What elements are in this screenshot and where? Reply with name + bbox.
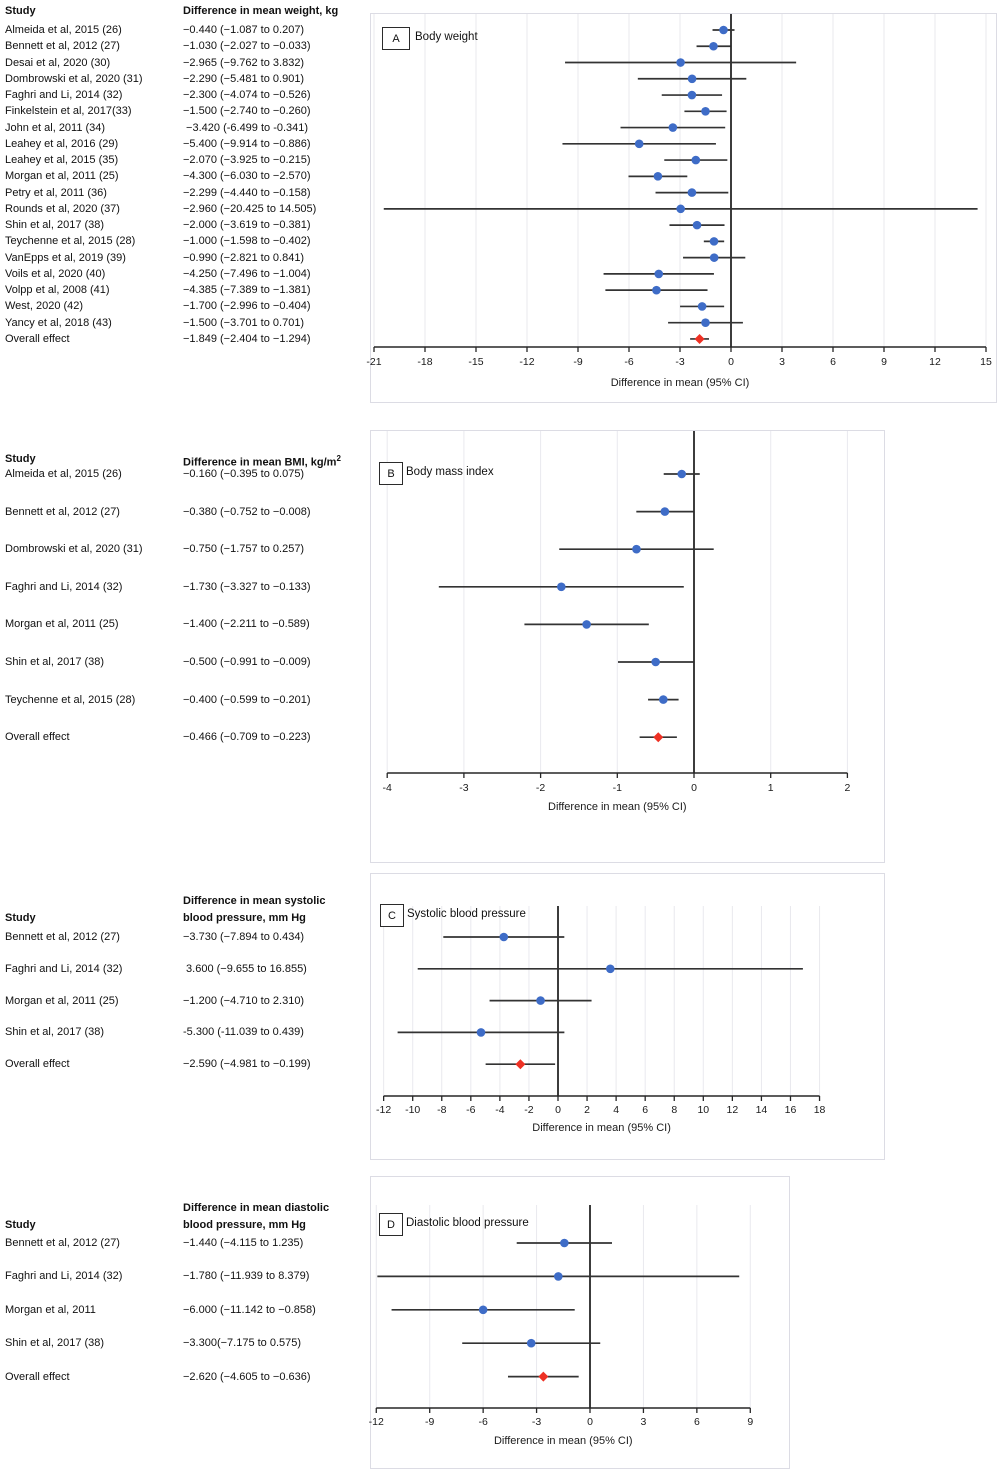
study-name: Shin et al, 2017 (38): [5, 219, 105, 232]
panel-c-title: Systolic blood pressure: [407, 908, 526, 920]
study-name: Faghri and Li, 2014 (32): [5, 962, 123, 975]
effect-estimate-text: −2.299 (−4.440 to −0.158): [183, 186, 311, 199]
study-name: Petry et al, 2011 (36): [5, 186, 107, 199]
panel-d-letter: D: [387, 1218, 395, 1231]
study-name: Shin et al, 2017 (38): [5, 1026, 105, 1039]
effect-estimate-text: −5.400 (−9.914 to −0.886): [183, 137, 311, 150]
effect-estimate-text: −3.420 (-6.499 to -0.341): [183, 121, 309, 134]
effect-estimate-text: −0.466 (−0.709 to −0.223): [183, 731, 311, 744]
study-name: Dombrowski et al, 2020 (31): [5, 543, 143, 556]
effect-estimate-text: −0.440 (−1.087 to 0.207): [183, 24, 305, 36]
study-name: Shin et al, 2017 (38): [5, 656, 105, 668]
study-name: Overall effect: [5, 332, 70, 345]
effect-estimate-text: −3.300(−7.175 to 0.575): [183, 1337, 302, 1350]
study-name: Bennett et al, 2012 (27): [5, 1237, 120, 1249]
panel-c-border: [370, 873, 885, 1160]
study-name: Bennett et al, 2012 (27): [5, 931, 120, 943]
superscript-2: 2: [336, 454, 341, 463]
study-name: Almeida et al, 2015 (26): [5, 468, 122, 480]
study-name: Bennett et al, 2012 (27): [5, 505, 120, 518]
effect-estimate-text: −1.700 (−2.996 to −0.404): [183, 300, 311, 313]
study-name: Morgan et al, 2011: [5, 1303, 96, 1316]
effect-estimate-text: −1.400 (−2.211 to −0.589): [183, 618, 310, 631]
study-name: West, 2020 (42): [5, 300, 84, 313]
panel-b-title: Body mass index: [406, 466, 494, 478]
effect-estimate-text: −2.300 (−4.074 to −0.526): [183, 89, 311, 102]
effect-estimate-text: −2.590 (−4.981 to −0.199): [183, 1058, 311, 1071]
study-name: Morgan et al, 2011 (25): [5, 994, 119, 1007]
study-name: Morgan et al, 2011 (25): [5, 618, 119, 631]
study-name: Leahey et al, 2015 (35): [5, 154, 119, 167]
effect-estimate-text: −1.030 (−2.027 to −0.033): [183, 40, 311, 53]
study-name: Shin et al, 2017 (38): [5, 1337, 105, 1350]
effect-estimate-text: −1.849 (−2.404 to −1.294): [183, 332, 311, 345]
effect-estimate-text: −1.440 (−4.115 to 1.235): [183, 1237, 304, 1249]
effect-estimate-text: −1.500 (−3.701 to 0.701): [183, 316, 305, 329]
effect-estimate-text: −2.960 (−20.425 to 14.505): [183, 202, 317, 215]
study-name: Rounds et al, 2020 (37): [5, 202, 120, 215]
study-name: Desai et al, 2020 (30): [5, 56, 111, 69]
panel-b-letter-box: B: [379, 462, 403, 485]
study-name: Overall effect: [5, 1058, 70, 1071]
panel-d-letter-box: D: [379, 1213, 403, 1236]
panel-c-letter-box: C: [380, 904, 404, 927]
study-name: Voils et al, 2020 (40): [5, 267, 106, 280]
study-name: Faghri and Li, 2014 (32): [5, 580, 123, 593]
panel-c-letter: C: [388, 909, 396, 922]
panel-b-letter: B: [387, 467, 395, 480]
effect-estimate-text: −1.730 (−3.327 to −0.133): [183, 580, 311, 593]
study-name: Overall effect: [5, 731, 70, 744]
effect-estimate-text: 3.600 (−9.655 to 16.855): [183, 962, 307, 975]
study-name: Finkelstein et al, 2017(33): [5, 105, 132, 118]
effect-estimate-text: −4.385 (−7.389 to −1.381): [183, 284, 311, 297]
effect-estimate-text: −2.620 (−4.605 to −0.636): [183, 1370, 311, 1383]
panel-d-title: Diastolic blood pressure: [406, 1217, 529, 1229]
effect-estimate-text: −3.730 (−7.894 to 0.434): [183, 931, 305, 943]
effect-estimate-text: −2.290 (−5.481 to 0.901): [183, 72, 305, 85]
study-name: Overall effect: [5, 1370, 70, 1383]
study-name: Faghri and Li, 2014 (32): [5, 1270, 123, 1283]
effect-estimate-text: −0.750 (−1.757 to 0.257): [183, 543, 305, 556]
effect-estimate-text: −2.000 (−3.619 to −0.381): [183, 219, 311, 232]
panel-a-title: Body weight: [415, 31, 478, 43]
effect-estimate-text: −4.250 (−7.496 to −1.004): [183, 267, 311, 280]
study-name: Bennett et al, 2012 (27): [5, 40, 120, 53]
panel-d-border: [370, 1176, 790, 1469]
effect-estimate-text: −6.000 (−11.142 to −0.858): [183, 1303, 316, 1316]
effect-estimate-text: −0.380 (−0.752 to −0.008): [183, 505, 311, 518]
study-name: VanEpps et al, 2019 (39): [5, 251, 126, 264]
study-name: Morgan et al, 2011 (25): [5, 170, 119, 183]
panel-a-border: [370, 13, 997, 403]
effect-estimate-text: −1.200 (−4.710 to 2.310): [183, 994, 305, 1007]
effect-estimate-text: −1.000 (−1.598 to −0.402): [183, 235, 311, 248]
panel-a-letter-box: A: [382, 27, 410, 50]
study-name: Teychenne et al, 2015 (28): [5, 235, 136, 248]
effect-estimate-text: −4.300 (−6.030 to −2.570): [183, 170, 311, 183]
study-name: Teychenne et al, 2015 (28): [5, 693, 136, 706]
study-name: Almeida et al, 2015 (26): [5, 24, 122, 36]
effect-estimate-text: −0.400 (−0.599 to −0.201): [183, 693, 311, 706]
effect-estimate-text: −1.780 (−11.939 to 8.379): [183, 1270, 310, 1283]
effect-estimate-text: −0.500 (−0.991 to −0.009): [183, 656, 311, 668]
panel-b-border: [370, 430, 885, 863]
effect-estimate-text: -5.300 (-11.039 to 0.439): [183, 1026, 304, 1039]
effect-estimate-text: −0.990 (−2.821 to 0.841): [183, 251, 305, 264]
study-name: Dombrowski et al, 2020 (31): [5, 72, 143, 85]
effect-estimate-text: −1.500 (−2.740 to −0.260): [183, 105, 311, 118]
panel-a-letter: A: [392, 32, 400, 45]
study-name: John et al, 2011 (34): [5, 121, 106, 134]
study-name: Leahey et al, 2016 (29): [5, 137, 119, 150]
study-name: Volpp et al, 2008 (41): [5, 284, 110, 297]
effect-estimate-text: −2.965 (−9.762 to 3.832): [183, 56, 305, 69]
effect-estimate-text: −2.070 (−3.925 to −0.215): [183, 154, 311, 167]
study-name: Faghri and Li, 2014 (32): [5, 89, 123, 102]
study-name: Yancy et al, 2018 (43): [5, 316, 112, 329]
